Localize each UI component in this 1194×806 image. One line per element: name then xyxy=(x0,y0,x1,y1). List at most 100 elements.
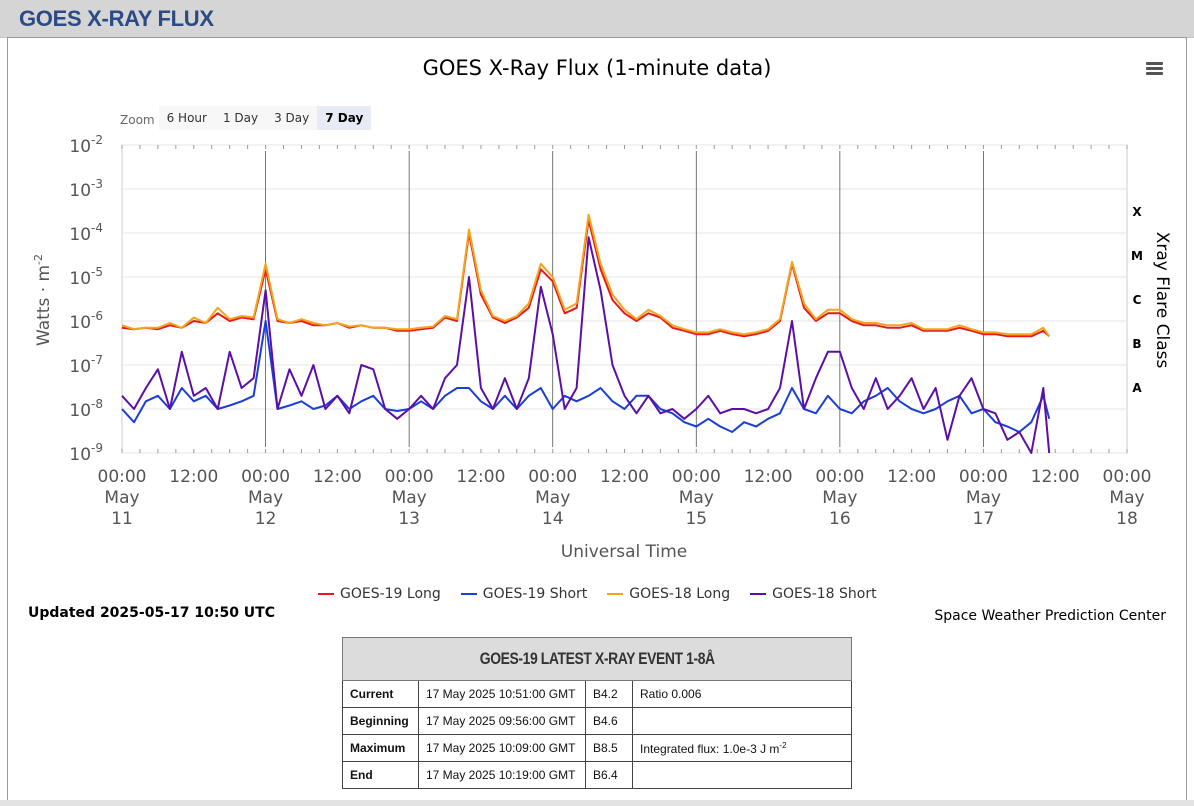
x-tick-month: May xyxy=(104,488,139,508)
row-class: B6.4 xyxy=(585,761,633,789)
x-tick-day: 14 xyxy=(542,509,564,529)
y-axis-title: Watts · m-2 xyxy=(32,254,54,346)
x-tick-label: 00:00 xyxy=(672,467,721,487)
y-tick-label: 10-2 xyxy=(69,133,103,157)
series-line-goes-18-long xyxy=(121,213,1051,337)
latest-xray-event-table: GOES-19 LATEST X-RAY EVENT 1-8Å Current … xyxy=(342,637,852,789)
event-table-title: GOES-19 LATEST X-RAY EVENT 1-8Å xyxy=(342,637,852,681)
x-tick-label: 00:00 xyxy=(528,467,577,487)
row-extra-text: Integrated flux: 1.0e-3 J m xyxy=(640,741,780,756)
legend-swatch-goes18-short xyxy=(750,593,767,595)
table-row: Maximum 17 May 2025 10:09:00 GMT B8.5 In… xyxy=(342,734,852,762)
row-class: B4.6 xyxy=(585,707,633,735)
x-tick-month: May xyxy=(248,488,283,508)
legend-swatch-goes19-long xyxy=(318,593,334,595)
flare-class-label: A xyxy=(1132,381,1142,395)
x-tick-day: 15 xyxy=(685,509,707,529)
y-right-axis-title: Xray Flare Class xyxy=(1152,232,1172,369)
row-class: B4.2 xyxy=(585,680,633,708)
row-key: Beginning xyxy=(342,707,419,735)
x-tick-label: 12:00 xyxy=(744,467,793,487)
y-tick-label: 10-4 xyxy=(69,221,103,245)
y-tick-label: 10-7 xyxy=(69,353,103,377)
x-tick-month: May xyxy=(822,488,857,508)
x-axis-title: Universal Time xyxy=(561,542,687,562)
x-tick-day: 13 xyxy=(398,509,420,529)
row-extra-sup: -2 xyxy=(779,740,787,750)
row-class: B8.5 xyxy=(585,734,633,762)
x-tick-label: 12:00 xyxy=(1031,467,1080,487)
bottom-strip xyxy=(0,800,1194,806)
chart-context-menu-button[interactable] xyxy=(1140,56,1170,82)
zoom-7-day-button[interactable]: 7 Day xyxy=(317,106,372,130)
y-tick-label: 10-6 xyxy=(69,309,103,333)
event-table-title-text: GOES-19 LATEST X-RAY EVENT 1-8Å xyxy=(479,649,715,668)
chart-credits[interactable]: Space Weather Prediction Center xyxy=(934,608,1166,624)
legend-label-goes18-long: GOES-18 Long xyxy=(629,586,731,602)
flare-class-label: X xyxy=(1132,205,1142,219)
flare-class-label: C xyxy=(1133,293,1142,307)
x-tick-label: 00:00 xyxy=(241,467,290,487)
zoom-3-day-button[interactable]: 3 Day xyxy=(266,106,318,130)
x-tick-label: 00:00 xyxy=(959,467,1008,487)
zoom-6-hour-button[interactable]: 6 Hour xyxy=(158,106,215,130)
hamburger-icon-bar-3 xyxy=(1146,72,1163,75)
hamburger-icon xyxy=(1146,62,1163,65)
legend-item-goes18-short[interactable]: GOES-18 Short xyxy=(750,586,877,602)
row-key: Current xyxy=(342,680,419,708)
flare-class-label: B xyxy=(1132,337,1141,351)
row-key: Maximum xyxy=(342,734,419,762)
x-tick-month: May xyxy=(679,488,714,508)
row-key: End xyxy=(342,761,419,789)
x-tick-label: 00:00 xyxy=(815,467,864,487)
legend-swatch-goes19-short xyxy=(460,593,477,595)
top-bar: GOES X-RAY FLUX xyxy=(0,0,1194,38)
zoom-label: Zoom xyxy=(120,113,155,127)
row-time: 17 May 2025 10:19:00 GMT xyxy=(418,761,586,789)
x-tick-label: 00:00 xyxy=(385,467,434,487)
row-extra xyxy=(632,761,852,789)
x-tick-label: 00:00 xyxy=(1103,467,1152,487)
x-tick-day: 11 xyxy=(111,509,133,529)
x-tick-label: 12:00 xyxy=(456,467,505,487)
legend-label-goes18-short: GOES-18 Short xyxy=(772,586,877,602)
x-tick-month: May xyxy=(1109,488,1144,508)
legend-label-goes19-long: GOES-19 Long xyxy=(340,586,441,602)
x-tick-day: 16 xyxy=(829,509,851,529)
table-row: End 17 May 2025 10:19:00 GMT B6.4 xyxy=(342,761,852,789)
flare-class-label: M xyxy=(1131,249,1143,263)
x-tick-day: 18 xyxy=(1116,509,1138,529)
row-time: 17 May 2025 09:56:00 GMT xyxy=(418,707,586,735)
x-tick-month: May xyxy=(966,488,1001,508)
series-line-goes-18-short xyxy=(121,236,1051,454)
legend-item-goes19-long[interactable]: GOES-19 Long xyxy=(318,586,441,602)
x-tick-month: May xyxy=(535,488,570,508)
x-tick-label: 12:00 xyxy=(600,467,649,487)
x-tick-label: 12:00 xyxy=(169,467,218,487)
row-time: 17 May 2025 10:09:00 GMT xyxy=(418,734,586,762)
legend-item-goes19-short[interactable]: GOES-19 Short xyxy=(460,586,588,602)
y-tick-label: 10-3 xyxy=(69,177,103,201)
table-row: Beginning 17 May 2025 09:56:00 GMT B4.6 xyxy=(342,707,852,735)
zoom-1-day-button[interactable]: 1 Day xyxy=(214,106,267,130)
x-tick-label: 12:00 xyxy=(313,467,362,487)
row-extra: Ratio 0.006 xyxy=(632,680,852,708)
x-tick-label: 12:00 xyxy=(887,467,936,487)
x-tick-label: 00:00 xyxy=(98,467,147,487)
legend-label-goes19-short: GOES-19 Short xyxy=(482,586,588,602)
row-extra xyxy=(632,707,852,735)
table-row: Current 17 May 2025 10:51:00 GMT B4.2 Ra… xyxy=(342,680,852,708)
chart-legend: GOES-19 Long GOES-19 Short GOES-18 Long … xyxy=(318,586,897,602)
hamburger-icon-bar-2 xyxy=(1146,67,1163,70)
x-tick-month: May xyxy=(392,488,427,508)
updated-timestamp: Updated 2025-05-17 10:50 UTC xyxy=(28,605,275,621)
plot-area xyxy=(121,144,1128,454)
row-time: 17 May 2025 10:51:00 GMT xyxy=(418,680,586,708)
legend-swatch-goes18-long xyxy=(607,593,624,595)
y-tick-label: 10-5 xyxy=(69,265,103,289)
zoom-selector: Zoom 6 Hour 1 Day 3 Day 7 Day xyxy=(120,106,372,130)
legend-item-goes18-long[interactable]: GOES-18 Long xyxy=(607,586,730,602)
chart-title: GOES X-Ray Flux (1-minute data) xyxy=(423,56,772,80)
x-tick-day: 12 xyxy=(255,509,277,529)
